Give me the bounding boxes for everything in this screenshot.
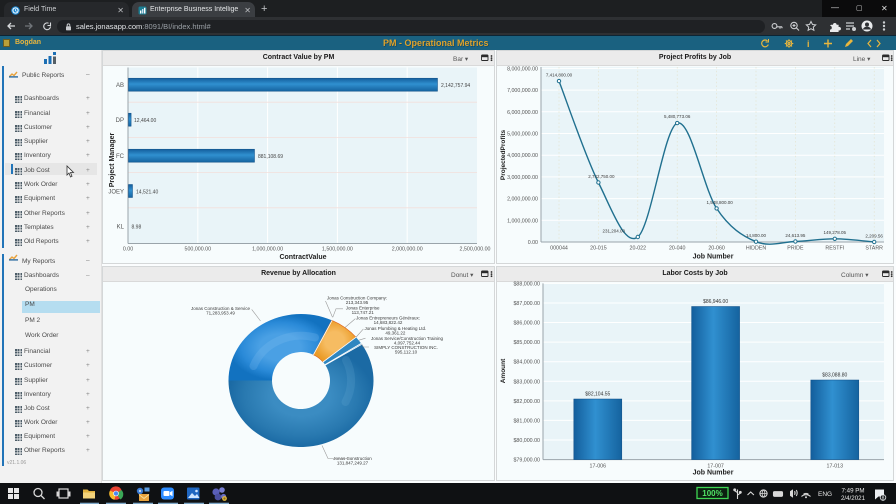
svg-text:$87,000.00: $87,000.00 [513, 301, 540, 307]
svg-text:3,000,000.00: 3,000,000.00 [507, 175, 538, 181]
svg-text:20-040: 20-040 [669, 246, 686, 252]
svg-text:2,500,000.00: 2,500,000.00 [460, 247, 491, 253]
svg-text:149,278.05: 149,278.05 [824, 230, 847, 235]
svg-text:24,613.95: 24,613.95 [785, 233, 806, 238]
svg-text:Jonas Construction & Service: Jonas Construction & Service [191, 306, 251, 311]
svg-text:$82,000.00: $82,000.00 [513, 399, 540, 405]
svg-text:8,000,000.00: 8,000,000.00 [507, 66, 538, 72]
svg-text:000044: 000044 [550, 246, 568, 252]
svg-text:1,500,000.00: 1,500,000.00 [322, 247, 353, 253]
svg-text:2,142,757.94: 2,142,757.94 [441, 83, 470, 89]
svg-text:4,000,000.00: 4,000,000.00 [507, 153, 538, 159]
svg-text:500,000.00: 500,000.00 [185, 247, 212, 253]
svg-text:6,000,000.00: 6,000,000.00 [507, 110, 538, 116]
svg-text:Jonas Entrepreneurs Généraux:: Jonas Entrepreneurs Généraux: [356, 315, 420, 320]
svg-text:AB: AB [116, 83, 124, 89]
svg-text:Jonas Construction Company:: Jonas Construction Company: [327, 295, 387, 300]
svg-text:595,112.10: 595,112.10 [395, 349, 418, 354]
svg-text:14,800.00: 14,800.00 [746, 233, 767, 238]
svg-text:7:49 PM: 7:49 PM [841, 488, 864, 495]
svg-text:0.00: 0.00 [123, 247, 133, 253]
svg-text:5,480,773.06: 5,480,773.06 [664, 114, 691, 119]
svg-text:113,747.21: 113,747.21 [352, 310, 375, 315]
svg-text:$85,000.00: $85,000.00 [513, 340, 540, 346]
svg-text:Project Manager: Project Manager [109, 132, 116, 187]
svg-text:20-022: 20-022 [630, 246, 647, 252]
svg-text:$86,000.00: $86,000.00 [513, 321, 540, 327]
svg-text:17-006: 17-006 [590, 464, 607, 470]
svg-text:HIDDEN: HIDDEN [746, 246, 766, 252]
svg-text:$88,000.00: $88,000.00 [513, 281, 540, 287]
svg-text:Jonas Enterprise: Jonas Enterprise [346, 306, 380, 311]
svg-text:Job Number: Job Number [693, 470, 734, 477]
svg-text:2,000,000.00: 2,000,000.00 [507, 197, 538, 203]
svg-text:8: 8 [882, 496, 885, 502]
svg-text:KL: KL [117, 225, 125, 231]
svg-text:i: i [807, 39, 810, 49]
svg-text:1,000,000.00: 1,000,000.00 [252, 247, 283, 253]
svg-text:$86,946.00: $86,946.00 [703, 299, 728, 305]
svg-text:213,343.95: 213,343.95 [346, 300, 369, 305]
svg-text:131,847,249.27: 131,847,249.27 [337, 460, 369, 465]
svg-text:SIMPLY CONSTRUCTION INC.: SIMPLY CONSTRUCTION INC. [374, 345, 438, 350]
svg-text:7,414,800.00: 7,414,800.00 [546, 73, 573, 78]
svg-text:Jonas Service/Construction Tra: Jonas Service/Construction Training [371, 336, 444, 341]
svg-text:1,000,000.00: 1,000,000.00 [507, 218, 538, 224]
svg-text:12,464.00: 12,464.00 [134, 118, 156, 124]
svg-text:5,000,000.00: 5,000,000.00 [507, 132, 538, 138]
svg-text:231,204.00: 231,204.00 [603, 229, 626, 234]
svg-text:FC: FC [116, 154, 125, 160]
svg-text:Jonas Construction: Jonas Construction [333, 456, 372, 461]
svg-text:7,000,000.00: 7,000,000.00 [507, 88, 538, 94]
svg-text:0.00: 0.00 [528, 240, 538, 246]
svg-text:2,742,750.00: 2,742,750.00 [588, 174, 615, 179]
svg-text:RESTFI: RESTFI [825, 246, 844, 252]
svg-text:17-013: 17-013 [827, 464, 844, 470]
svg-text:Job Number: Job Number [693, 254, 734, 261]
svg-text:100%: 100% [702, 489, 722, 498]
svg-text:ENG: ENG [818, 491, 832, 498]
svg-text:49,361.22: 49,361.22 [385, 330, 406, 335]
svg-text:$79,000.00: $79,000.00 [513, 458, 540, 464]
svg-text:20-060: 20-060 [708, 246, 725, 252]
svg-text:4,097,752.44: 4,097,752.44 [394, 341, 421, 346]
svg-text:DP: DP [116, 118, 124, 124]
svg-text:2/4/2021: 2/4/2021 [841, 495, 866, 502]
svg-text:$82,104.55: $82,104.55 [585, 392, 610, 398]
svg-text:881,108.69: 881,108.69 [258, 154, 283, 160]
svg-text:$81,000.00: $81,000.00 [513, 418, 540, 424]
svg-text:8.98: 8.98 [132, 225, 142, 231]
svg-text:ContractValue: ContractValue [279, 254, 326, 261]
svg-text:17-007: 17-007 [707, 464, 724, 470]
svg-text:$84,000.00: $84,000.00 [513, 360, 540, 366]
svg-text:STARR: STARR [865, 246, 883, 252]
svg-text:2,209.56: 2,209.56 [865, 234, 883, 239]
svg-text:ProjectedProfits: ProjectedProfits [500, 130, 507, 181]
svg-text:$83,000.00: $83,000.00 [513, 379, 540, 385]
svg-text:20-015: 20-015 [590, 246, 607, 252]
svg-text:1,548,800.00: 1,548,800.00 [706, 200, 733, 205]
svg-text:$80,000.00: $80,000.00 [513, 438, 540, 444]
svg-text:JOEY: JOEY [108, 189, 124, 195]
svg-text:14,521.40: 14,521.40 [136, 189, 158, 195]
svg-text:2,000,000.00: 2,000,000.00 [392, 247, 423, 253]
svg-text:71,283,953.49: 71,283,953.49 [206, 310, 235, 315]
svg-text:Jonas Plumbing & Heating Ltd.: Jonas Plumbing & Heating Ltd. [365, 326, 427, 331]
svg-text:14,683,822.42: 14,683,822.42 [374, 320, 403, 325]
svg-text:$83,088.80: $83,088.80 [822, 373, 847, 379]
svg-text:PRIDE: PRIDE [787, 246, 804, 252]
svg-text:Amount: Amount [500, 358, 507, 383]
